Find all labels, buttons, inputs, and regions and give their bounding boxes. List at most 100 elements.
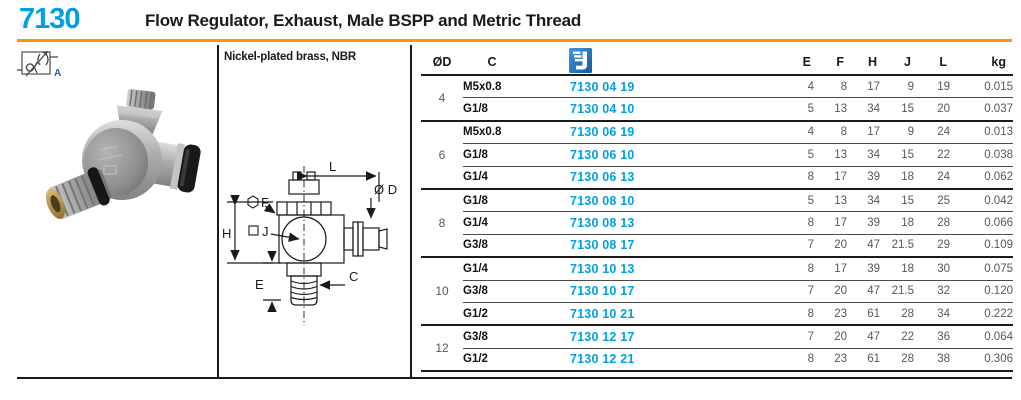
table-row: G3/8 7130 08 17 7 20 47 21.5 29 0.109 [463,233,1013,256]
dim-l: 24 [937,171,950,184]
dim-l: 30 [937,262,950,275]
thread-size: G3/8 [463,239,488,252]
col-header-h: H [867,55,877,69]
dim-label-f: F [261,195,269,210]
dim-h: 61 [867,353,880,366]
table-row: G1/4 7130 10 13 8 17 39 18 30 0.075 [463,258,1013,279]
thread-size: G1/4 [463,217,488,230]
dim-j: 15 [901,148,914,161]
dim-h: 17 [867,126,880,139]
column-divider-left [217,45,219,378]
dim-l: 34 [937,307,950,320]
table-row: G3/8 7130 10 17 7 20 47 21.5 32 0.120 [463,279,1013,302]
part-number-link[interactable]: 7130 08 10 [570,193,635,208]
table-group: 8 G1/8 7130 08 10 5 13 34 15 25 0.042 G1/4 7130 08… [421,190,1013,259]
part-number-link[interactable]: 7130 12 21 [570,352,635,367]
part-number-link[interactable]: 7130 10 21 [570,306,635,321]
dim-e: 5 [807,148,814,161]
col-header-od: ØD [432,55,452,69]
weight-kg: 0.109 [984,239,1013,252]
dim-h: 17 [867,80,880,93]
dim-e: 4 [807,80,814,93]
material-spec: Nickel-plated brass, NBR [224,51,356,63]
dim-f: 23 [834,307,847,320]
dim-f: 17 [834,262,847,275]
table-row: G1/2 7130 12 21 8 23 61 28 38 0.306 [463,347,1013,370]
part-number-link[interactable]: 7130 04 10 [570,102,635,117]
dim-f: 13 [834,148,847,161]
od-value: 12 [435,341,449,356]
dim-h: 39 [867,217,880,230]
part-number-link[interactable]: 7130 06 13 [570,170,635,185]
thread-size: G3/8 [463,285,488,298]
dim-j: 21.5 [891,239,914,252]
table-row: G1/8 7130 08 10 5 13 34 15 25 0.042 [463,190,1013,211]
weight-kg: 0.042 [984,194,1013,207]
dim-h: 47 [867,239,880,252]
col-header-e: E [802,55,811,69]
pneumatic-symbol-icon [17,50,58,77]
dim-j: 9 [907,126,914,139]
dim-e: 7 [807,239,814,252]
table-header-row: ØD C E F H J L kg [421,48,1013,76]
table-group: 6 M5x0.8 7130 06 19 4 8 17 9 24 0.013 G1/8 7130 06… [421,122,1013,190]
dim-f: 20 [834,239,847,252]
table-group: 4 M5x0.8 7130 04 19 4 8 17 9 19 0.015 G1/8 7130 04… [421,76,1013,122]
dim-label-h: H [222,226,231,241]
table-row: G1/8 7130 06 10 5 13 34 15 22 0.038 [463,143,1013,165]
table-row: G1/4 7130 08 13 8 17 39 18 28 0.066 [463,211,1013,233]
symbol-variant-label: A [54,68,62,79]
dim-e: 8 [807,217,814,230]
dim-l: 24 [937,126,950,139]
part-number-link[interactable]: 7130 10 17 [570,284,635,299]
part-number-link[interactable]: 7130 08 13 [570,216,635,231]
dim-l: 22 [937,148,950,161]
dim-e: 8 [807,262,814,275]
dim-label-l: L [329,159,336,174]
dim-e: 8 [807,307,814,320]
thread-size: G1/2 [463,353,488,366]
part-number-link[interactable]: 7130 12 17 [570,329,635,344]
dim-f: 13 [834,103,847,116]
part-number-link[interactable]: 7130 06 10 [570,147,635,162]
page-code: 7130 [19,3,81,35]
dim-l: 32 [937,285,950,298]
od-value: 6 [438,147,446,162]
dim-j: 18 [901,171,914,184]
table-row: G1/8 7130 04 10 5 13 34 15 20 0.037 [463,97,1013,119]
dim-j: 21.5 [891,285,914,298]
part-number-link[interactable]: 7130 04 19 [570,79,635,94]
col-header-l: L [939,55,947,69]
weight-kg: 0.062 [984,171,1013,184]
dim-l: 20 [937,103,950,116]
dim-f: 23 [834,353,847,366]
col-header-j: J [904,55,911,69]
table-row: M5x0.8 7130 06 19 4 8 17 9 24 0.013 [463,122,1013,143]
dim-l: 25 [937,194,950,207]
thread-size: G1/8 [463,103,488,116]
col-header-f: F [836,55,844,69]
thread-size: M5x0.8 [463,126,502,139]
part-number-link[interactable]: 7130 08 17 [570,238,635,253]
weight-kg: 0.064 [984,330,1013,343]
dim-h: 34 [867,148,880,161]
dim-e: 7 [807,330,814,343]
table-row: M5x0.8 7130 04 19 4 8 17 9 19 0.015 [463,76,1013,97]
page-bottom-rule [17,377,1012,379]
part-number-link[interactable]: 7130 06 19 [570,125,635,140]
weight-kg: 0.013 [984,126,1013,139]
thread-size: G3/8 [463,330,488,343]
dim-l: 38 [937,353,950,366]
col-header-kg: kg [991,55,1006,69]
column-divider-right [410,45,412,378]
dim-f: 17 [834,171,847,184]
table-row: G1/4 7130 06 13 8 17 39 18 24 0.062 [463,165,1013,188]
table-group: 12 G3/8 7130 12 17 7 20 47 22 36 0.064 G1/2 7130 1… [421,326,1013,373]
dim-label-c: C [349,269,358,284]
order-number-icon [569,48,592,73]
dim-j: 15 [901,103,914,116]
part-number-link[interactable]: 7130 10 13 [570,261,635,276]
dim-h: 34 [867,194,880,207]
dim-h: 47 [867,330,880,343]
header-rule [17,39,1012,42]
